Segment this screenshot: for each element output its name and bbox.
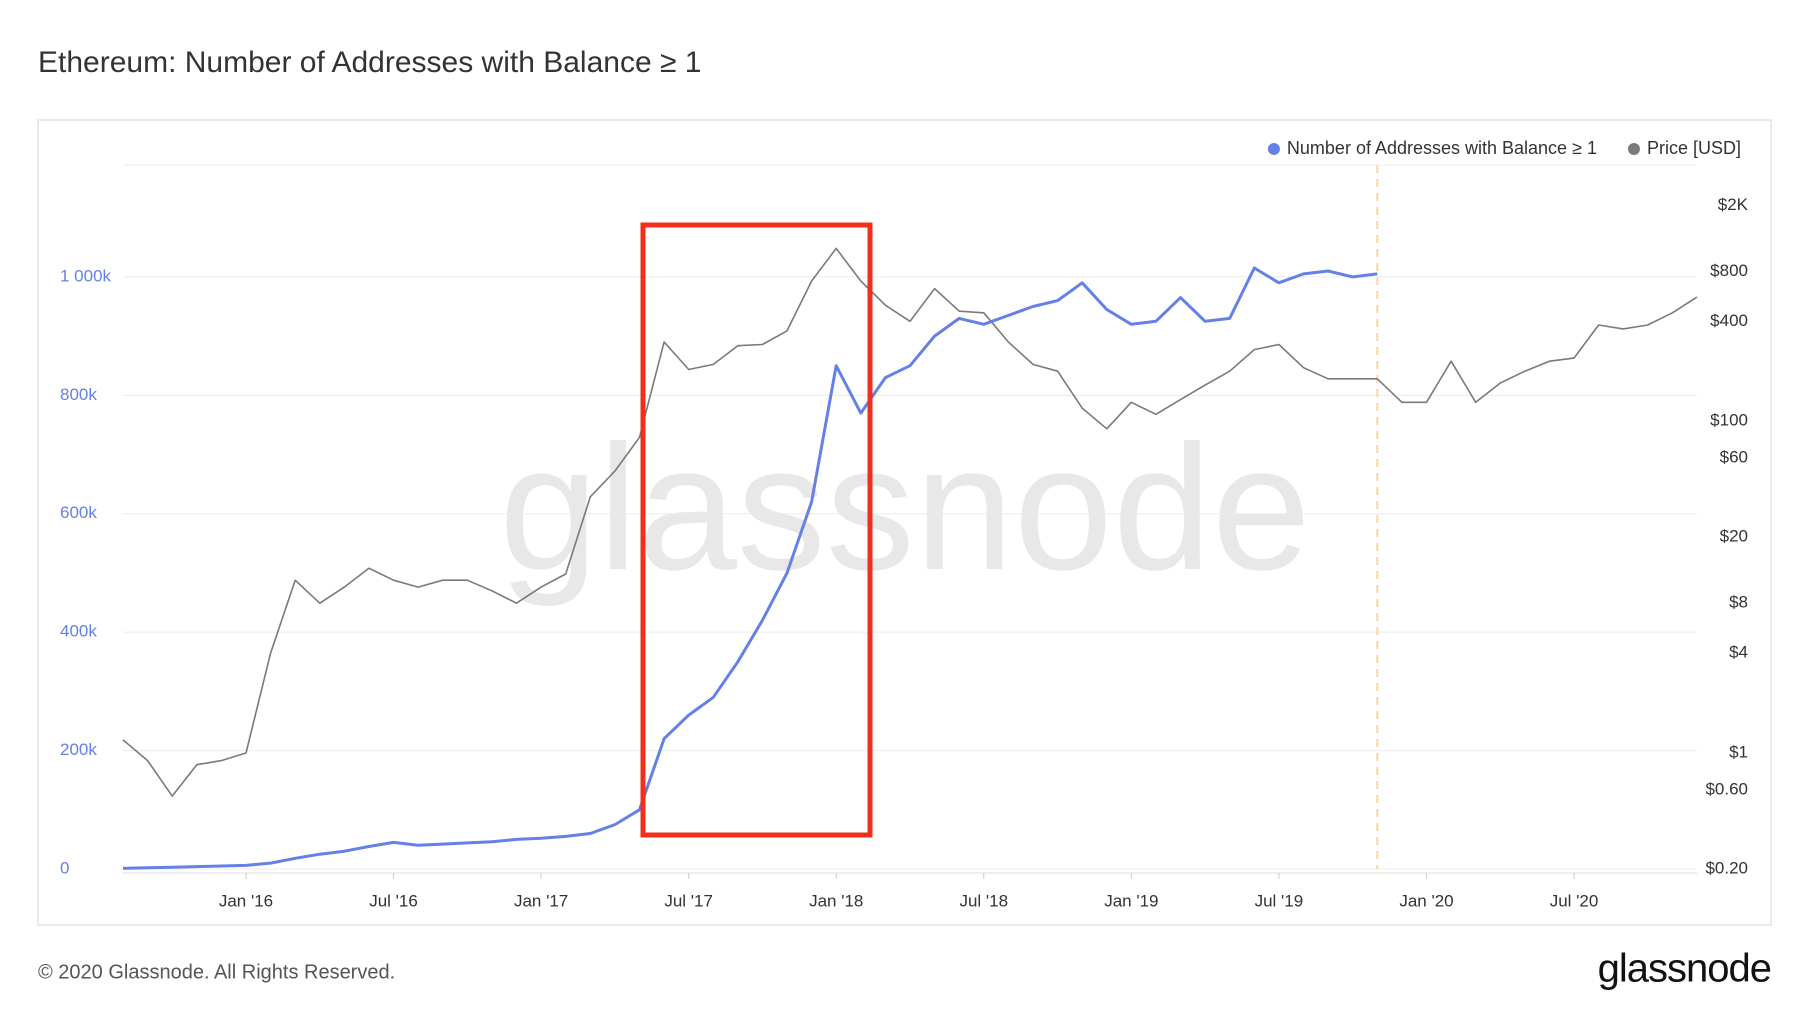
x-tick-label: Jul '16 xyxy=(369,891,418,910)
legend-label: Number of Addresses with Balance ≥ 1 xyxy=(1287,138,1597,158)
y2-tick-label: $2K xyxy=(1718,195,1749,214)
chart-title: Ethereum: Number of Addresses with Balan… xyxy=(38,46,701,79)
series-line xyxy=(122,266,1378,870)
x-tick-label: Jan '18 xyxy=(809,891,863,910)
x-tick-label: Jan '19 xyxy=(1104,891,1158,910)
x-tick-label: Jul '17 xyxy=(664,891,713,910)
y2-tick-label: $0.20 xyxy=(1705,858,1748,877)
x-tick-label: Jul '19 xyxy=(1255,891,1304,910)
legend-label: Price [USD] xyxy=(1647,138,1741,158)
y-tick-label: 800k xyxy=(60,385,97,404)
y2-tick-label: $4 xyxy=(1729,643,1748,662)
watermark: glassnode xyxy=(499,408,1311,607)
logo: glassnode xyxy=(1598,947,1771,991)
y2-tick-label: $60 xyxy=(1720,447,1748,466)
x-tick-label: Jul '18 xyxy=(959,891,1008,910)
y-tick-label: 0 xyxy=(60,858,69,877)
legend-swatch xyxy=(1267,143,1280,155)
y2-tick-label: $8 xyxy=(1729,593,1748,612)
x-tick-label: Jan '16 xyxy=(219,891,273,910)
y-tick-label: 600k xyxy=(60,503,97,522)
x-tick-label: Jan '17 xyxy=(514,891,568,910)
chart-frame xyxy=(37,119,1772,926)
y2-tick-label: $800 xyxy=(1710,261,1748,280)
y-tick-label: 400k xyxy=(60,622,97,641)
x-tick-label: Jan '20 xyxy=(1399,891,1453,910)
y-tick-label: 200k xyxy=(60,740,97,759)
series-line xyxy=(122,247,1698,797)
y2-tick-label: $0.60 xyxy=(1705,779,1748,798)
y2-tick-label: $1 xyxy=(1729,743,1748,762)
highlight-box xyxy=(640,222,873,838)
y2-tick-label: $20 xyxy=(1720,527,1748,546)
footer: © 2020 Glassnode. All Rights Reserved. xyxy=(38,961,395,983)
y-tick-label: 1 000k xyxy=(60,266,112,285)
legend-swatch xyxy=(1627,143,1640,155)
x-tick-label: Jul '20 xyxy=(1550,891,1599,910)
y2-tick-label: $400 xyxy=(1710,311,1748,330)
plot: 0 200k 400k 600k 800k 1 000k $0.20 $0.60 $1 $4 $8 $… xyxy=(60,138,1749,911)
y2-tick-label: $100 xyxy=(1710,411,1748,430)
